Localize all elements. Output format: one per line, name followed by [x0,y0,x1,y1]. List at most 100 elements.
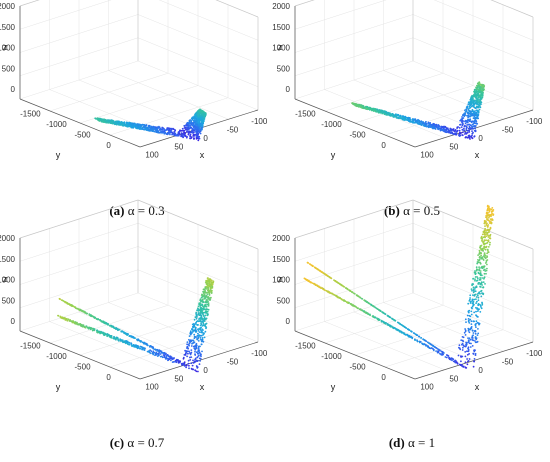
data-point [474,336,477,339]
data-point [467,103,470,106]
data-point [143,125,146,128]
panel-alpha: α = 0.5 [400,203,440,218]
data-point [476,294,479,297]
data-point [199,114,202,117]
data-point [132,122,135,125]
data-point [185,126,188,128]
data-point [207,308,210,311]
data-point [400,324,403,326]
data-point [407,335,410,338]
data-point [484,225,486,227]
x-tick-label: 100 [145,151,159,160]
z-tick-label: 0 [11,85,16,94]
data-point [487,225,489,228]
data-point [416,339,418,342]
data-point [479,86,482,89]
data-point [189,133,192,136]
data-point [481,301,483,304]
data-point [456,131,458,133]
data-point [204,323,207,326]
data-point [149,345,151,348]
z-tick-label: 500 [2,296,16,305]
data-point [200,334,203,337]
panel-alpha: α = 0.3 [125,203,165,218]
data-point [479,304,482,307]
data-point [373,107,375,110]
data-point [159,353,162,355]
data-point [314,266,316,269]
data-point [465,342,468,345]
data-point [481,292,483,294]
data-point [204,330,207,333]
data-point [339,283,342,286]
data-point [200,343,203,346]
data-point [124,125,127,127]
gridline-floor [353,79,475,129]
data-point [430,343,433,346]
data-point [207,302,210,304]
data-point [480,286,482,288]
data-point [198,108,201,111]
x-tick-label: -100 [526,117,543,126]
data-point [483,252,486,255]
data-point [343,286,346,288]
data-point [194,328,197,331]
data-point [374,306,377,309]
data-point [190,351,193,354]
data-point [201,317,204,320]
data-point [397,116,400,119]
data-point [477,113,480,115]
data-point [468,125,471,128]
y-axis-label: y [331,150,336,160]
data-point [188,335,191,337]
data-point [465,125,468,128]
data-point [471,98,474,101]
data-point [444,129,446,132]
data-point [469,346,472,348]
x-tick-label: 50 [449,374,458,383]
data-point [476,300,478,303]
data-point [140,127,143,129]
data-point [469,298,471,301]
data-point [202,314,205,317]
data-point [482,93,484,95]
data-point [150,129,153,132]
data-point [117,329,119,332]
x-tick-label: 100 [420,383,434,392]
y-tick-label: -1000 [321,352,342,361]
data-point [474,118,477,120]
data-point [159,355,162,358]
x-axis-label: x [475,382,480,392]
x-tick-label: 50 [174,142,183,151]
data-point [156,355,159,357]
data-point [120,330,123,333]
data-point [464,330,467,333]
data-point [175,361,178,364]
data-point [459,119,462,122]
data-point [396,321,399,324]
data-point [164,129,167,132]
data-point [121,123,124,126]
data-point [322,271,324,274]
data-point [328,275,330,278]
data-point [462,340,465,343]
data-point [421,343,424,345]
data-point [490,211,493,213]
data-point [426,123,428,125]
data-point [198,121,201,124]
box-edge [215,0,259,18]
data-point [109,334,112,337]
data-point [188,367,190,370]
data-point [486,248,489,251]
data-point [439,129,442,131]
data-point [142,348,144,351]
data-point [207,291,210,294]
data-point [337,282,340,284]
data-point [488,220,491,223]
data-point [118,124,121,126]
data-point [468,314,471,317]
data-point [167,127,170,130]
data-point [156,348,159,351]
data-point [462,336,465,339]
data-point [414,118,417,120]
